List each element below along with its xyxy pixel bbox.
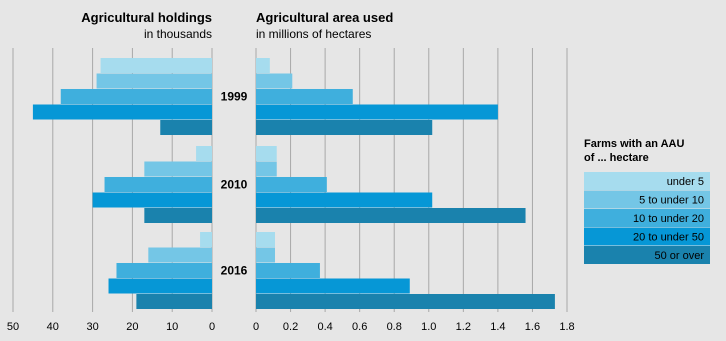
- right-bar: [256, 73, 293, 89]
- left-bar: [116, 263, 212, 278]
- right-bar: [256, 177, 327, 192]
- left-bar: [144, 161, 212, 177]
- right-bar: [256, 192, 433, 208]
- left-tick-label: 10: [166, 321, 178, 333]
- left-bar: [200, 232, 212, 247]
- right-tick-label: 0.6: [352, 321, 367, 333]
- category-label: 2016: [221, 264, 248, 278]
- left-bar: [100, 58, 212, 73]
- legend-items: under 5 5 to under 10 10 to under 20 20 to …: [584, 172, 710, 264]
- right-bar: [256, 146, 277, 161]
- right-tick-label: 0: [253, 321, 259, 333]
- legend-swatch: [584, 227, 710, 246]
- left-tick-label: 40: [47, 321, 59, 333]
- right-tick-label: 0.8: [387, 321, 402, 333]
- legend-label: 5 to under 10: [639, 195, 704, 207]
- right-tick-label: 1.0: [421, 321, 436, 333]
- left-bar: [136, 294, 212, 309]
- left-x-axis-ticks: 50 40 30 20 10 0: [7, 321, 215, 333]
- legend-label: under 5: [667, 176, 704, 188]
- left-bar: [108, 278, 212, 294]
- legend-swatch: [584, 190, 710, 209]
- right-bar: [256, 263, 320, 278]
- left-bar: [196, 146, 212, 161]
- legend: Farms with an AAU of ... hectare under 5…: [584, 138, 710, 264]
- right-tick-label: 0.4: [317, 321, 332, 333]
- right-bar: [256, 232, 276, 247]
- right-tick-label: 1.4: [490, 321, 505, 333]
- right-bar: [256, 104, 498, 120]
- legend-label: 10 to under 20: [633, 213, 704, 225]
- left-chart-title: Agricultural holdings: [81, 10, 212, 25]
- legend-title-line1: Farms with an AAU: [584, 138, 684, 150]
- left-chart: Agricultural holdings in thousands 50 40 3…: [7, 10, 215, 333]
- left-bar: [148, 247, 212, 263]
- right-bar: [256, 58, 270, 73]
- right-bar: [256, 161, 277, 177]
- left-tick-label: 50: [7, 321, 19, 333]
- right-bar: [256, 208, 526, 223]
- right-bars: [256, 58, 555, 309]
- right-bar: [256, 294, 555, 309]
- left-bar: [104, 177, 212, 192]
- right-tick-label: 0.2: [283, 321, 298, 333]
- right-tick-label: 1.2: [456, 321, 471, 333]
- left-tick-label: 0: [209, 321, 215, 333]
- left-tick-label: 20: [126, 321, 138, 333]
- right-bar: [256, 89, 353, 104]
- legend-label: 20 to under 50: [633, 232, 704, 244]
- category-label: 2010: [221, 178, 248, 192]
- right-bar: [256, 120, 433, 135]
- legend-label: 50 or over: [654, 250, 704, 262]
- left-bar: [96, 73, 212, 89]
- left-tick-label: 30: [86, 321, 98, 333]
- right-chart-subtitle: in millions of hectares: [256, 27, 371, 41]
- right-tick-label: 1.6: [525, 321, 540, 333]
- right-tick-label: 1.8: [559, 321, 574, 333]
- left-bar: [32, 104, 213, 120]
- category-label: 1999: [221, 90, 248, 104]
- left-bars: [32, 58, 213, 309]
- right-chart: Agricultural area used in millions of he…: [253, 10, 575, 333]
- left-bar: [60, 89, 213, 104]
- right-bar: [256, 278, 410, 294]
- legend-swatch: [584, 246, 710, 264]
- left-chart-subtitle: in thousands: [144, 27, 212, 41]
- left-bar: [144, 208, 212, 223]
- category-labels: 1999 2010 2016: [221, 90, 248, 278]
- legend-title-line2: of ... hectare: [584, 152, 649, 164]
- left-bar: [92, 192, 212, 208]
- legend-swatch: [584, 172, 710, 190]
- right-bar: [256, 247, 276, 263]
- left-bar: [160, 120, 212, 135]
- right-x-axis-ticks: 0 0.2 0.4 0.6 0.8 1.0 1.2 1.4 1.6 1.8: [253, 321, 575, 333]
- right-chart-title: Agricultural area used: [256, 10, 393, 25]
- legend-swatch: [584, 209, 710, 227]
